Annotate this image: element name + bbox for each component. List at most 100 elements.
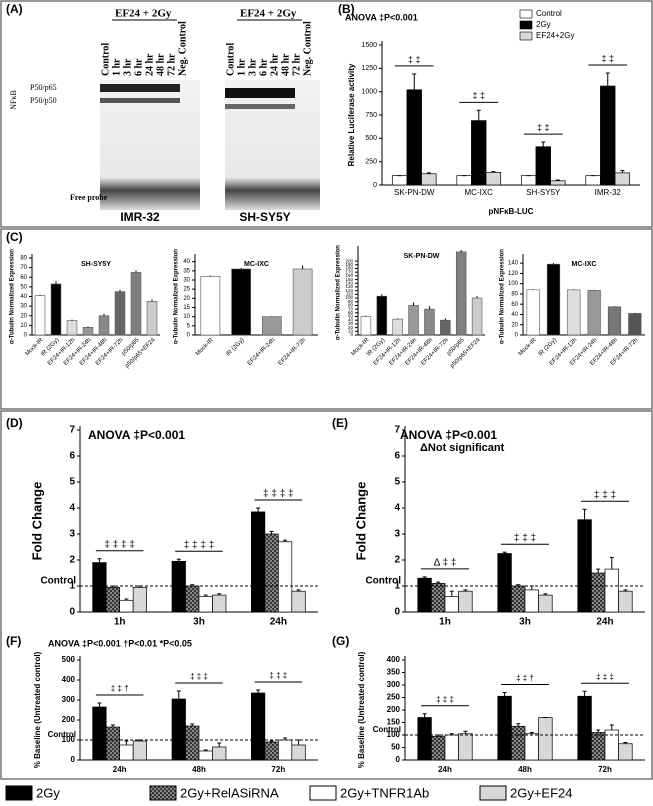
y-tick-label: 60 [348,310,354,315]
bar [92,562,107,613]
bar [200,276,221,336]
band-label: P50/p65 [30,83,57,92]
bar [171,698,186,761]
free-probe-label: Free probe [70,193,108,202]
gel-band [100,98,180,103]
lane-label: Control [100,43,111,76]
bar [119,599,134,613]
sig-label: ‡ ‡ ‡ ‡ [104,539,135,550]
bar [607,306,622,336]
y-tick-label: 20 [348,325,354,330]
x-tick-label: SH-SY5Y [526,188,561,197]
y-tick-label: 140 [508,261,519,267]
legend-swatch [519,9,533,19]
y-tick-label: 5 [187,323,191,329]
x-tick-label: IR (2Gy) [538,337,558,357]
bar [628,313,642,336]
y-tick-label: 50 [348,314,354,319]
x-tick-label: 24h [596,617,613,628]
y-tick-label: 150 [387,718,401,727]
sig-label: Δ ‡ ‡ [434,558,457,569]
y-tick-label: 10 [183,314,190,320]
bar [391,175,408,186]
bar [291,744,306,761]
bar [538,717,553,761]
bar [456,175,472,186]
bar [546,263,561,336]
chart-title: ANOVA ‡P<0.001 [88,428,185,442]
x-tick-label: MC-IXC [465,188,494,197]
bar [604,568,619,613]
y-axis-label: α-Tubulin Normalized Expression [500,249,506,344]
lane-label: 48 hr [280,53,291,76]
lane-label: 24 hr [269,53,280,76]
y-tick-label: 90 [348,299,354,304]
sig-label: ‡ ‡ [408,54,421,64]
cell-line-label: SH-SY5Y [239,210,290,224]
panel-label: (C) [6,230,23,244]
bar [92,706,107,761]
bar [185,585,200,613]
lane-label: 6 hr [133,58,144,76]
x-axis-label: pNFκB-LUC [489,207,534,216]
bar [82,326,94,336]
bar [98,315,110,336]
y-tick-label: 40 [511,312,518,318]
y-tick-label: 5 [69,477,75,488]
x-tick-label: 72h [598,765,612,774]
sig-label: ‡ ‡ ‡ [269,671,287,680]
bar [34,295,46,336]
y-tick-label: 2 [69,555,75,566]
y-tick-label: 100 [387,730,401,739]
y-tick-label: 0 [394,607,400,618]
x-tick-label: p50/p65+EF24 [124,337,157,370]
bar [614,172,631,186]
lane-label: Neg. Control [177,21,188,76]
y-tick-label: 60 [20,275,27,281]
lane-label: 3 hr [122,58,133,76]
y-tick-label: 10 [348,328,354,333]
legend-label: 2Gy+RelASiRNA [180,785,279,800]
bar [417,717,432,761]
gel-band [225,88,295,98]
bar [251,511,266,613]
y-tick-label: 1 [394,581,400,592]
bar [408,305,419,336]
y-tick-label: 750 [365,112,377,119]
panel-frame [0,410,653,780]
legend-label: Control [536,9,562,18]
panel-label: (E) [332,416,348,430]
lane-label: 24 hr [144,53,155,76]
sig-label: ‡ ‡ [537,122,550,132]
bar [212,594,227,613]
nfkb-label: NFκB [9,90,18,110]
sig-label: ‡ ‡ ‡ [190,672,208,681]
bar [417,577,432,613]
y-tick-label: 300 [62,695,76,704]
x-tick-label: 72h [271,765,285,774]
lane-label: 3 hr [247,58,258,76]
bar [511,585,526,613]
treatment-label: EF24 + 2Gy [240,8,297,20]
panel-label: (G) [332,634,349,648]
y-tick-label: 150 [345,277,353,282]
y-tick-label: 170 [345,269,353,274]
bar [458,733,473,761]
legend-swatch [309,785,337,801]
lane-label: Control [225,43,236,76]
y-tick-label: 15 [183,305,190,311]
x-tick-label: 48h [518,765,532,774]
y-tick-label: 0 [396,755,401,764]
x-tick-label: 24h [113,765,127,774]
lane-label: Neg. Control [302,21,313,76]
y-tick-label: 0 [24,333,28,339]
bar [567,289,581,336]
bar [264,533,279,613]
panel-label: (F) [6,634,21,648]
bar [424,308,435,336]
bar [50,283,62,336]
bar [171,560,186,613]
y-tick-label: 50 [20,284,27,290]
panel-label: (D) [6,416,23,430]
bar [146,301,158,336]
